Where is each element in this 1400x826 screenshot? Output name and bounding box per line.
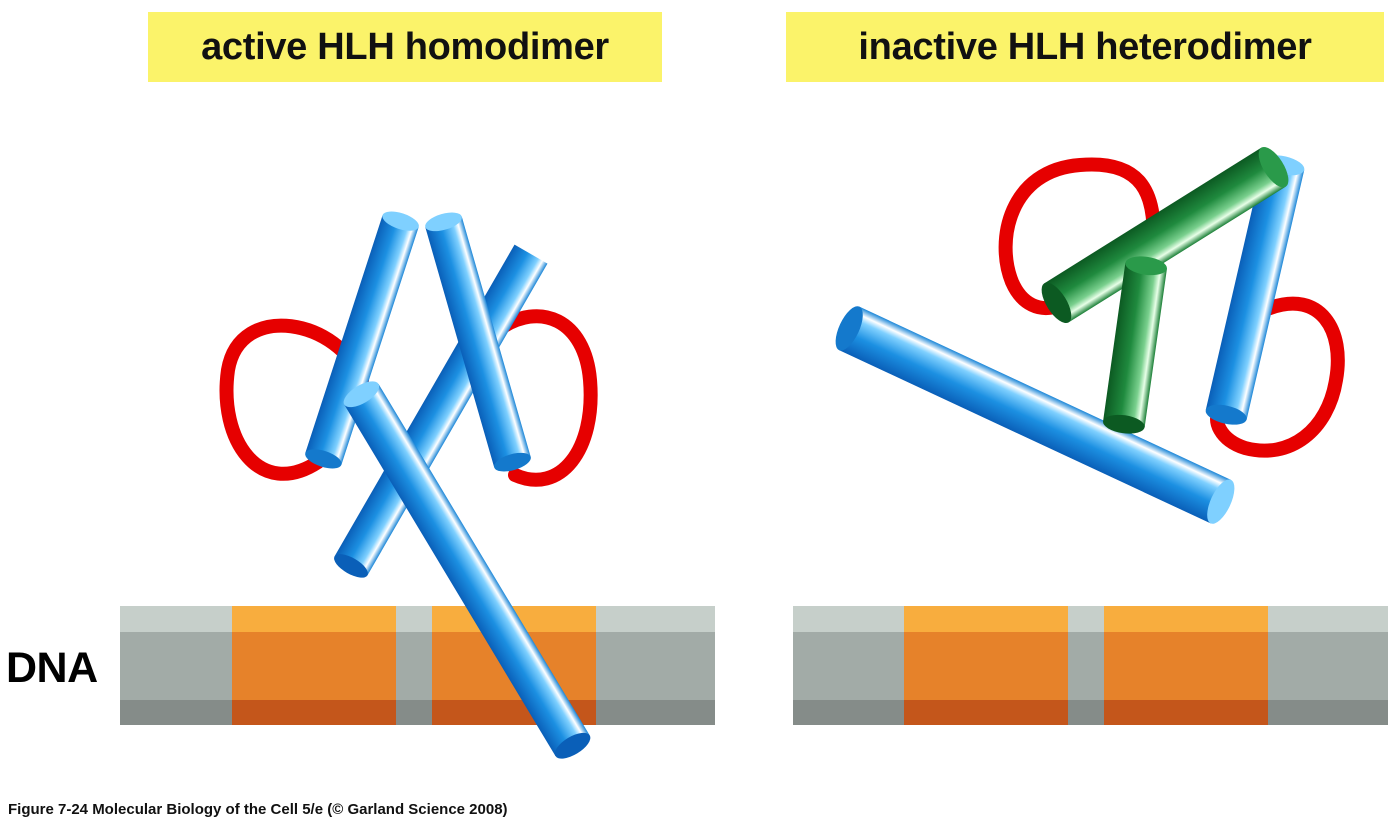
homodimer-loop-left [219, 318, 369, 481]
homodimer-helix-1-left [305, 211, 419, 469]
heterodimer [835, 146, 1345, 524]
dna-left [120, 606, 715, 725]
dna-right [793, 606, 1388, 725]
heterodimer-loop-right [1210, 296, 1345, 458]
homodimer-basic-helix-left [334, 244, 548, 578]
heterodimer-blue-helix-basic [835, 306, 1235, 524]
dna-left-binding-site-1 [232, 606, 396, 725]
heterodimer-green-helix-1 [1041, 146, 1289, 324]
homodimer [219, 211, 598, 759]
title-inactive-heterodimer-text: inactive HLH heterodimer [858, 25, 1312, 68]
dna-label: DNA [6, 644, 98, 692]
homodimer-helix-1-right [425, 212, 531, 472]
title-active-homodimer: active HLH homodimer [148, 12, 662, 82]
title-active-homodimer-text: active HLH homodimer [201, 25, 609, 68]
homodimer-loop-right [491, 309, 598, 487]
heterodimer-loop-left [998, 157, 1161, 316]
dna-right-binding-site-1 [904, 606, 1068, 725]
figure-caption: Figure 7-24 Molecular Biology of the Cel… [8, 801, 508, 818]
title-inactive-heterodimer: inactive HLH heterodimer [786, 12, 1384, 82]
homodimer-basic-helix-right [343, 381, 591, 759]
heterodimer-green-helix-2 [1103, 256, 1167, 434]
dna-right-binding-site-2 [1104, 606, 1268, 725]
